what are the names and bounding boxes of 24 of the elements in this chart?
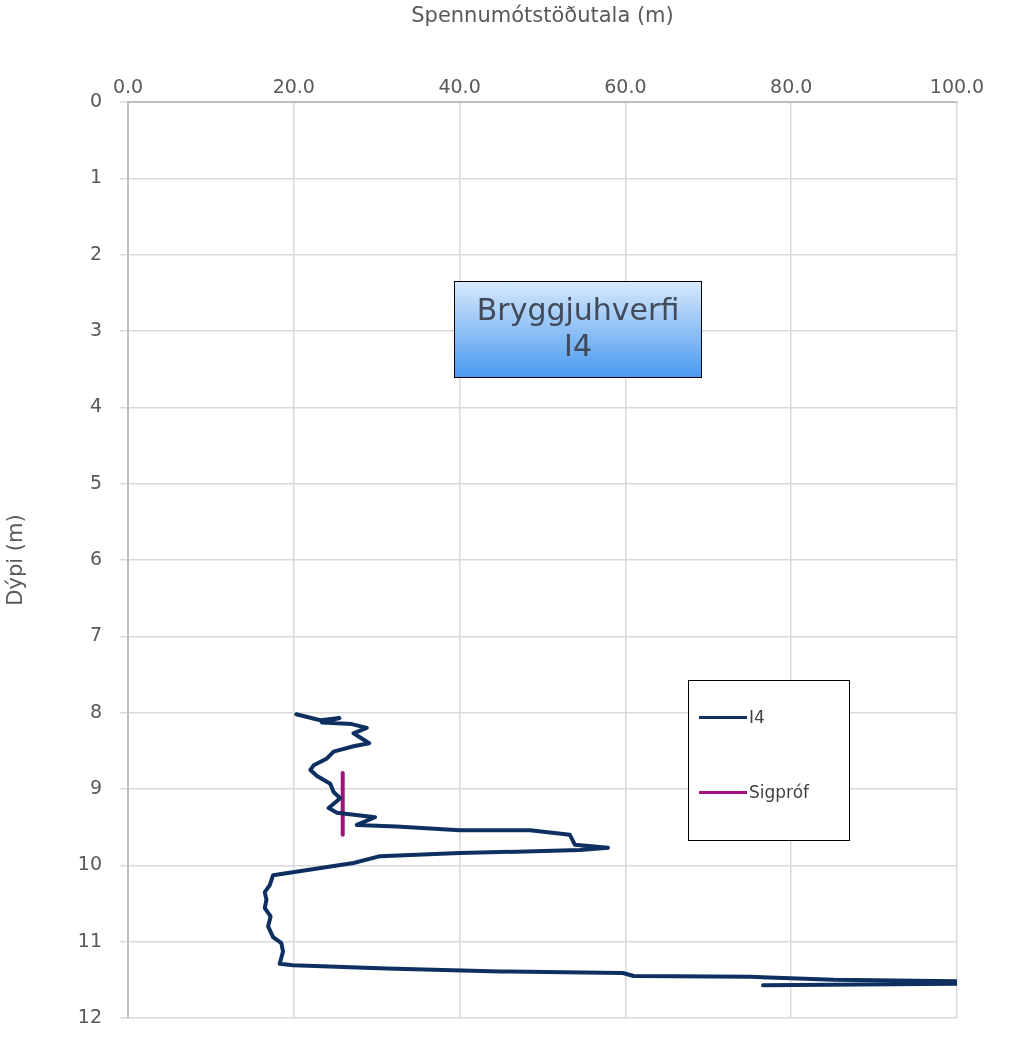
y-tick-label: 11 (77, 928, 102, 951)
y-tick-label: 0 (89, 88, 102, 111)
legend-label: I4 (749, 707, 765, 727)
y-tick-label: 7 (89, 623, 102, 646)
x-tick-label: 0.0 (112, 74, 144, 97)
y-tick-label: 8 (89, 699, 102, 722)
y-tick-label: 5 (89, 470, 102, 493)
y-tick-label: 4 (89, 394, 102, 417)
x-tick-label: 60.0 (604, 74, 647, 97)
x-tick-label: 80.0 (770, 74, 813, 97)
y-tick-label: 3 (89, 317, 102, 340)
x-tick-label: 20.0 (272, 74, 315, 97)
y-tick-label: 2 (89, 241, 102, 264)
y-tick-label: 10 (77, 852, 102, 875)
x-tick-label: 100.0 (929, 74, 985, 97)
y-tick-label: 1 (89, 165, 102, 188)
x-tick-label: 40.0 (438, 74, 481, 97)
x-axis-title: Spennumótstöðutala (m) (411, 3, 674, 28)
y-tick-label: 9 (89, 775, 102, 798)
y-tick-label: 12 (77, 1004, 102, 1027)
text: Bryggjuhverfi I4 (454, 281, 702, 378)
legend-label: Sigpróf (749, 782, 810, 802)
y-tick-label: 6 (89, 546, 102, 569)
y-axis-title: Dýpi (m) (3, 514, 28, 606)
